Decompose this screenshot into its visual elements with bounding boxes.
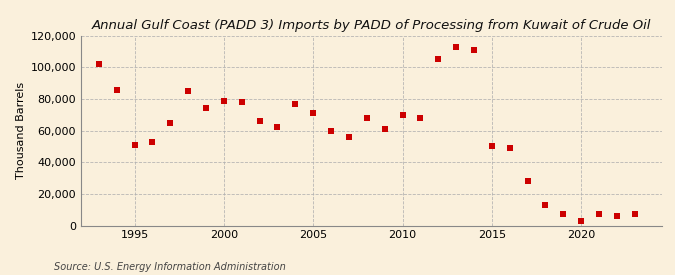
Point [111, 87, 122, 92]
Point [540, 203, 551, 207]
Point [147, 139, 158, 144]
Point [272, 125, 283, 130]
Text: Source: U.S. Energy Information Administration: Source: U.S. Energy Information Administ… [54, 262, 286, 272]
Point [236, 100, 247, 104]
Point [308, 111, 319, 116]
Point [183, 89, 194, 93]
Point [165, 120, 176, 125]
Point [361, 116, 372, 120]
Point [200, 106, 211, 111]
Point [219, 98, 230, 103]
Point [344, 135, 354, 139]
Title: Annual Gulf Coast (PADD 3) Imports by PADD of Processing from Kuwait of Crude Oi: Annual Gulf Coast (PADD 3) Imports by PA… [92, 19, 651, 32]
Point [593, 212, 604, 217]
Point [93, 62, 104, 66]
Point [379, 127, 390, 131]
Point [612, 214, 622, 218]
Point [451, 45, 462, 49]
Point [522, 179, 533, 183]
Point [254, 119, 265, 123]
Point [504, 146, 515, 150]
Point [325, 128, 336, 133]
Point [576, 219, 587, 223]
Point [468, 48, 479, 52]
Y-axis label: Thousand Barrels: Thousand Barrels [16, 82, 26, 179]
Point [415, 116, 426, 120]
Point [290, 101, 301, 106]
Point [629, 212, 640, 217]
Point [558, 212, 568, 217]
Point [487, 144, 497, 148]
Point [433, 57, 443, 62]
Point [397, 113, 408, 117]
Point [129, 143, 140, 147]
